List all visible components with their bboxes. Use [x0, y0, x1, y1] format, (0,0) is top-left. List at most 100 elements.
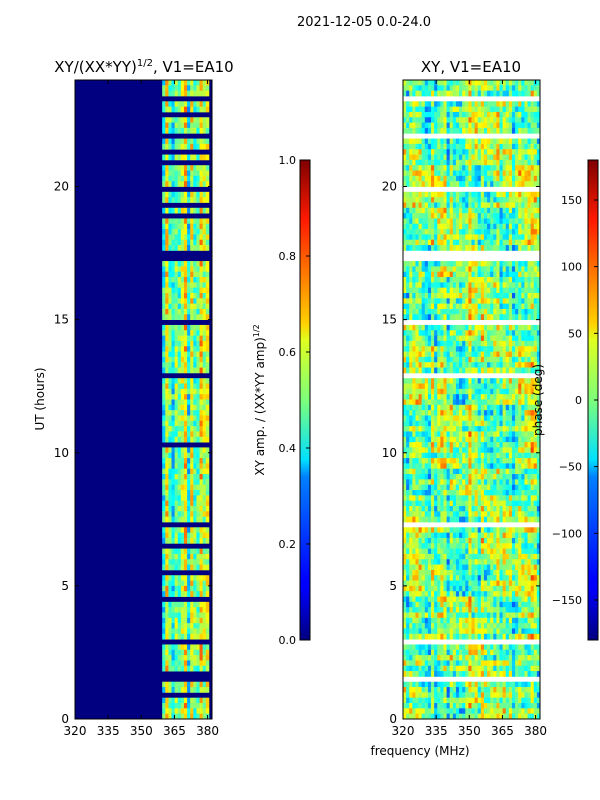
heatmap-cell — [465, 527, 469, 534]
heatmap-cell — [449, 122, 454, 129]
heatmap-cell — [168, 404, 172, 411]
heatmap-cell — [493, 383, 497, 390]
heatmap-cell — [190, 623, 194, 629]
heatmap-cell — [449, 511, 454, 518]
heatmap-cell — [409, 335, 413, 342]
heatmap-cell — [415, 245, 419, 251]
heatmap-cell — [465, 490, 469, 496]
heatmap-cell — [162, 426, 166, 432]
heatmap-cell — [452, 479, 457, 486]
heatmap-cell — [171, 383, 176, 390]
heatmap-cell — [424, 367, 429, 374]
heatmap-cell — [427, 506, 432, 512]
heatmap-cell — [536, 111, 541, 118]
heatmap-cell — [165, 415, 169, 422]
heatmap-cell — [193, 655, 197, 661]
heatmap-cell — [480, 122, 485, 129]
heatmap-cell — [452, 367, 457, 374]
heatmap-cell — [496, 474, 500, 480]
heatmap-cell — [462, 532, 466, 539]
heatmap-cell — [202, 713, 207, 720]
heatmap-cell — [403, 511, 407, 518]
heatmap-cell — [162, 80, 166, 86]
heatmap-cell — [474, 213, 479, 219]
heatmap-cell — [477, 490, 482, 496]
heatmap-cell — [190, 527, 194, 534]
heatmap-cell — [505, 213, 510, 219]
heatmap-cell — [440, 303, 444, 310]
heatmap-cell — [527, 484, 532, 491]
heatmap-cell — [193, 127, 197, 134]
heatmap-cell — [196, 324, 200, 331]
heatmap-cell — [446, 197, 451, 203]
heatmap-cell — [515, 420, 519, 427]
heatmap-cell — [518, 293, 522, 299]
heatmap-cell — [505, 127, 510, 134]
heatmap-cell — [193, 564, 197, 571]
heatmap-cell — [177, 181, 182, 187]
heatmap-cell — [446, 495, 451, 502]
heatmap-cell — [190, 447, 194, 454]
heatmap-cell — [465, 143, 469, 150]
heatmap-cell — [483, 388, 488, 395]
heatmap-cell — [455, 261, 460, 267]
heatmap-cell — [202, 90, 207, 97]
heatmap-cell — [418, 410, 423, 416]
heatmap-cell — [409, 282, 413, 289]
heatmap-cell — [177, 234, 182, 241]
heatmap-cell — [474, 85, 479, 92]
heatmap-cell — [187, 197, 191, 203]
heatmap-cell — [418, 479, 423, 486]
heatmap-cell — [180, 101, 185, 108]
heatmap-cell — [174, 298, 179, 305]
heatmap-cell — [403, 330, 407, 336]
heatmap-cell — [205, 612, 210, 619]
heatmap-cell — [183, 298, 188, 305]
heatmap-cell — [180, 223, 185, 230]
heatmap-cell — [174, 612, 179, 619]
heatmap-cell — [524, 399, 528, 406]
heatmap-cell — [511, 490, 516, 496]
heatmap-cell — [446, 367, 451, 374]
heatmap-cell — [477, 394, 482, 400]
heatmap-cell — [465, 111, 469, 118]
heatmap-cell — [183, 585, 188, 592]
heatmap-cell — [502, 490, 507, 496]
heatmap-cell — [183, 553, 188, 560]
heatmap-cell — [165, 548, 169, 555]
heatmap-cell — [505, 436, 510, 443]
heatmap-cell — [415, 197, 419, 203]
heatmap-cell — [418, 436, 423, 443]
heatmap-cell — [424, 191, 429, 198]
heatmap-cell — [508, 101, 513, 108]
heatmap-cell — [459, 149, 463, 155]
heatmap-cell — [443, 229, 447, 235]
heatmap-cell — [487, 436, 491, 443]
heatmap-cell — [446, 340, 451, 347]
heatmap-cell — [193, 154, 197, 161]
heatmap-cell — [499, 388, 504, 395]
heatmap-cell — [406, 175, 410, 182]
heatmap-cell — [443, 468, 447, 475]
heatmap-cell — [202, 585, 207, 592]
heatmap-cell — [205, 223, 210, 230]
heatmap-cell — [415, 293, 419, 299]
heatmap-cell — [449, 330, 454, 336]
heatmap-cell — [168, 117, 172, 123]
heatmap-cell — [199, 506, 204, 512]
heatmap-cell — [443, 340, 447, 347]
heatmap-cell — [165, 468, 169, 475]
heatmap-cell — [199, 127, 204, 134]
heatmap-cell — [487, 101, 491, 108]
heatmap-cell — [499, 234, 504, 241]
heatmap-cell — [515, 239, 519, 246]
heatmap-cell — [168, 362, 172, 368]
heatmap-cell — [171, 138, 176, 145]
heatmap-cell — [530, 234, 535, 241]
heatmap-cell — [165, 197, 169, 203]
heatmap-cell — [499, 197, 504, 203]
heatmap-cell — [493, 202, 497, 209]
heatmap-cell — [480, 138, 485, 145]
heatmap-cell — [190, 410, 194, 416]
heatmap-cell — [196, 117, 200, 123]
